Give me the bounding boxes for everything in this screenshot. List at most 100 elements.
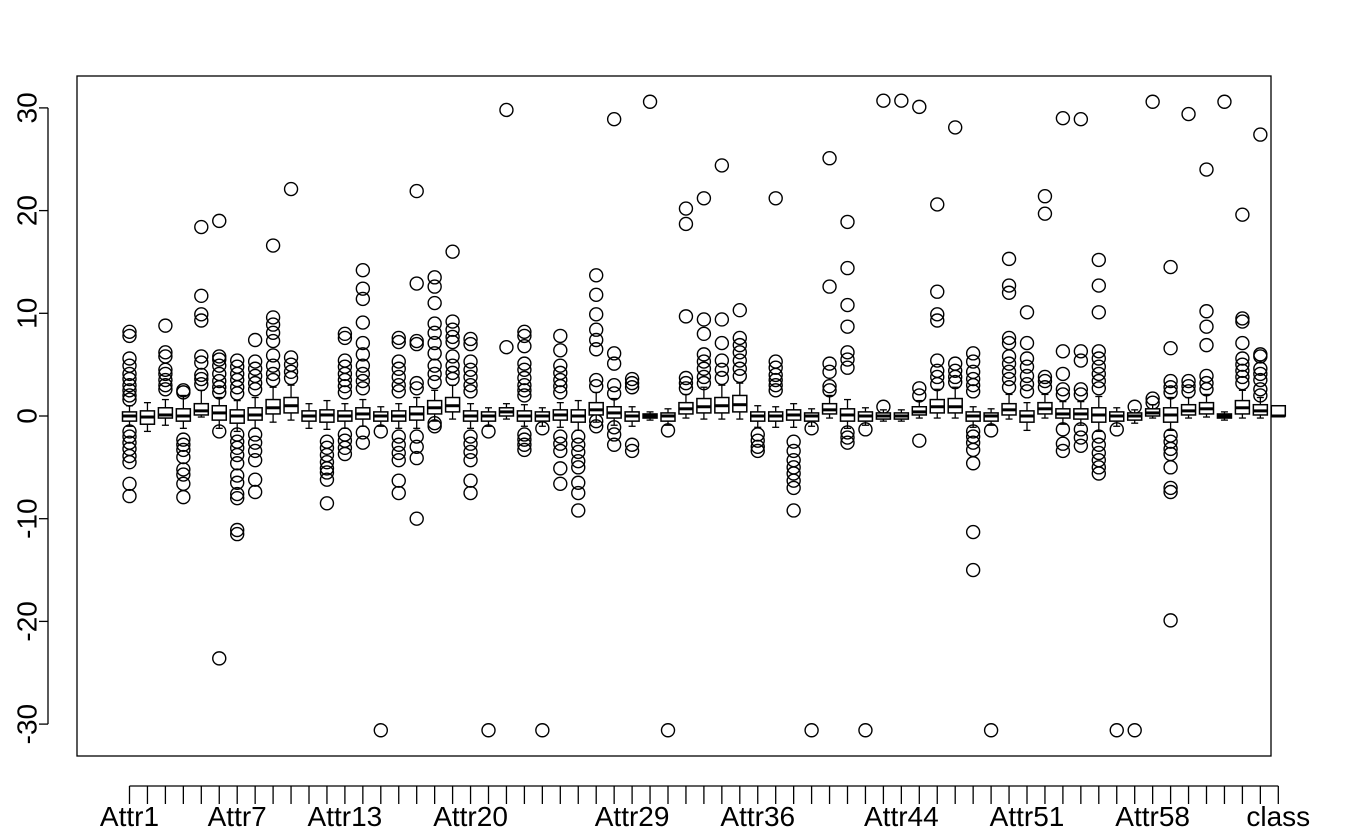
outlier-point [463, 452, 478, 468]
outlier-point [965, 346, 981, 361]
outlier-point [732, 361, 747, 376]
outlier-point [732, 368, 747, 384]
outlier-point [1073, 382, 1089, 397]
outlier-point [930, 284, 945, 299]
outlier-point [1163, 480, 1178, 496]
outlier-point [1163, 341, 1178, 356]
outlier-point [229, 468, 245, 483]
outlier-point [445, 314, 460, 329]
box-series [373, 406, 389, 738]
outlier-point [553, 385, 568, 400]
outlier-point [463, 384, 478, 399]
outlier-point [553, 429, 568, 444]
outlier-point [571, 437, 586, 452]
outlier-point [606, 111, 622, 127]
outlier-point [840, 345, 855, 360]
outlier-point [1001, 364, 1017, 380]
box-series [480, 407, 497, 738]
outlier-point [355, 425, 371, 440]
outlier-point [1055, 110, 1071, 126]
outlier-point [265, 238, 281, 253]
outlier-point [571, 460, 586, 475]
outlier-point [912, 433, 927, 448]
outlier-point [930, 307, 945, 322]
outlier-point [194, 313, 209, 328]
outlier-point [786, 473, 801, 488]
y-tick-label: 30 [11, 92, 42, 123]
outlier-point [391, 334, 406, 350]
outlier-point [229, 522, 245, 538]
outlier-point [212, 213, 227, 229]
outlier-point [1019, 384, 1035, 399]
outlier-point [391, 377, 406, 393]
outlier-point [1091, 344, 1107, 359]
outlier-point [822, 364, 837, 380]
box-series [211, 213, 227, 666]
outlier-point [606, 356, 622, 371]
outlier-point [391, 354, 406, 369]
outlier-point [445, 365, 460, 381]
outlier-point [1091, 445, 1107, 461]
outlier-point [463, 444, 478, 460]
outlier-point [1181, 106, 1196, 122]
outlier-point [1073, 387, 1089, 402]
outlier-point [194, 288, 209, 304]
outlier-point [1091, 373, 1107, 389]
outlier-point [265, 325, 281, 341]
box-series [803, 408, 820, 738]
box-series [1055, 110, 1071, 459]
outlier-point [247, 452, 263, 468]
box-series [1252, 127, 1269, 419]
outlier-point [517, 362, 532, 377]
box-series [696, 191, 712, 420]
outlier-point [571, 453, 586, 469]
box-iqr [193, 402, 210, 416]
box-series [1216, 94, 1233, 421]
y-tick-label: -30 [11, 704, 42, 744]
outlier-point [391, 485, 406, 501]
outlier-point [1163, 373, 1178, 389]
outlier-point [194, 371, 209, 387]
box-series [714, 158, 730, 420]
outlier-point [571, 503, 586, 518]
outlier-point [445, 329, 460, 345]
outlier-point [229, 456, 245, 471]
outlier-point [355, 281, 371, 296]
outlier-point [355, 291, 371, 307]
outlier-point [229, 475, 245, 490]
outlier-point [517, 377, 532, 393]
box-series [642, 94, 658, 421]
outlier-point [714, 158, 730, 173]
box-series [1001, 251, 1017, 420]
outlier-point [355, 315, 371, 330]
outlier-point [1055, 382, 1071, 397]
outlier-point [840, 435, 855, 450]
outlier-point [122, 455, 137, 470]
outlier-point [319, 440, 335, 456]
box-series [624, 371, 640, 459]
outlier-point [463, 436, 478, 451]
outlier-point [678, 309, 694, 324]
box-series [175, 383, 192, 505]
outlier-point [229, 386, 245, 401]
outlier-point [589, 372, 604, 388]
outlier-point [391, 369, 406, 385]
outlier-point [1001, 285, 1017, 300]
outlier-point [624, 443, 640, 459]
outlier-point [1037, 380, 1053, 395]
outlier-point [1073, 430, 1089, 445]
outlier-point [122, 388, 137, 403]
box-series [319, 399, 335, 511]
outlier-point [1181, 379, 1196, 394]
outlier-point [1199, 337, 1214, 353]
outlier-point [606, 346, 622, 361]
outlier-point [912, 381, 927, 396]
box-series [1091, 252, 1107, 481]
outlier-point [283, 181, 299, 197]
outlier-point [606, 437, 622, 452]
outlier-point [283, 370, 299, 386]
box-series [247, 332, 263, 500]
outlier-point [247, 472, 263, 487]
box-series [139, 401, 156, 433]
outlier-point [1163, 484, 1178, 500]
